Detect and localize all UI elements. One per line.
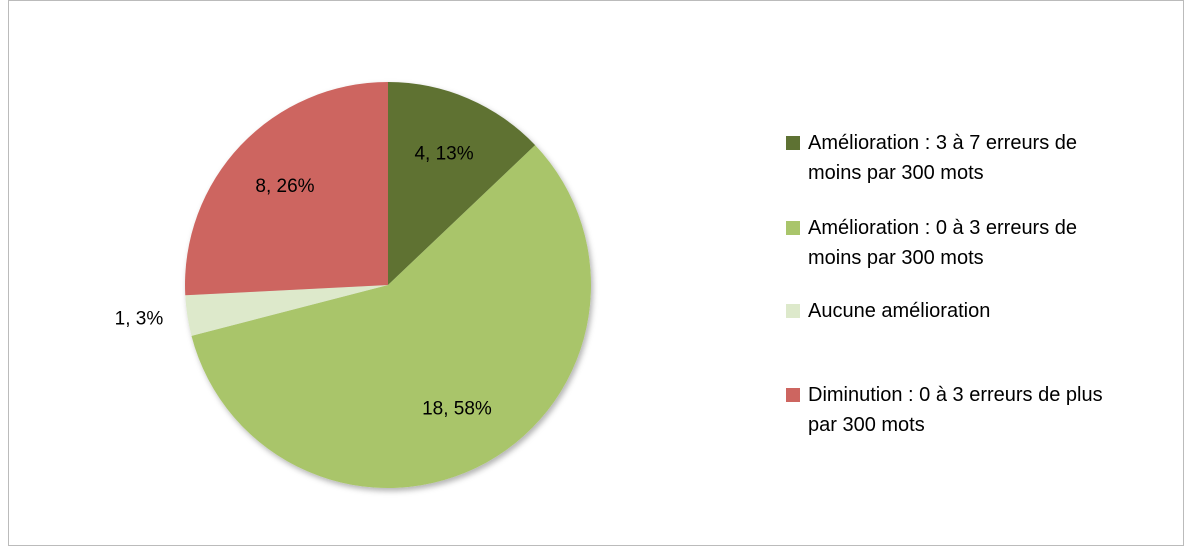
pie-slice [191,145,591,489]
legend-item: Amélioration : 0 à 3 erreurs de moins pa… [786,213,1116,273]
pie-slice [184,82,388,296]
legend-item: Diminution : 0 à 3 erreurs de plus par 3… [786,380,1116,440]
data-label: 4, 13% [414,143,473,164]
legend-label: Amélioration : 0 à 3 erreurs de moins pa… [808,217,1078,269]
legend-swatch [786,388,800,402]
data-label: 8, 26% [255,176,314,197]
legend-label: Amélioration : 3 à 7 erreurs de moins pa… [808,132,1078,184]
chart-border [8,0,1184,546]
pie-slice [185,285,388,336]
legend-item: Aucune amélioration [786,296,1116,326]
data-label: 1, 3% [115,308,164,329]
legend-label: Diminution : 0 à 3 erreurs de plus par 3… [808,384,1103,436]
pie [184,82,591,489]
legend-swatch [786,136,800,150]
legend-item: Amélioration : 3 à 7 erreurs de moins pa… [786,128,1116,188]
legend-label: Aucune amélioration [808,300,991,322]
data-label: 18, 58% [422,398,492,419]
pie-slice [388,82,536,285]
legend-swatch [786,221,800,235]
legend-swatch [786,304,800,318]
